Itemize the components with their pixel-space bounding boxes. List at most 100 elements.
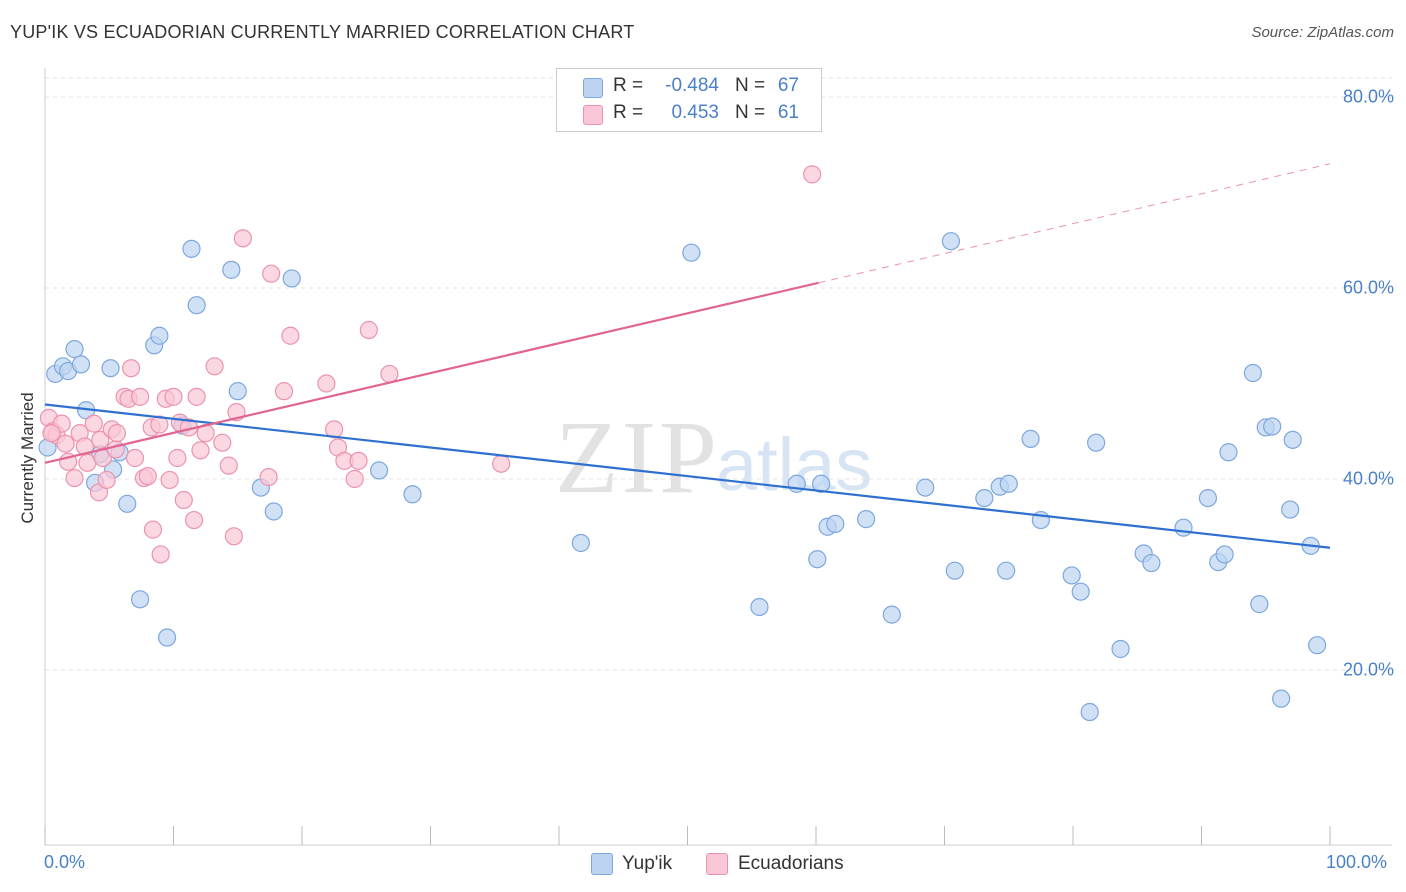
point-ecuadorians [492, 454, 511, 473]
y-tick-label: 80.0% [1342, 86, 1394, 107]
trendline-yupik [44, 403, 1331, 549]
point-yupik [65, 340, 84, 359]
point-ecuadorians [91, 430, 110, 449]
point-ecuadorians [130, 387, 150, 406]
point-ecuadorians [65, 468, 84, 488]
point-yupik [1021, 429, 1040, 448]
point-ecuadorians [803, 165, 822, 184]
point-ecuadorians [84, 414, 103, 433]
point-ecuadorians [259, 467, 278, 487]
point-ecuadorians [205, 357, 224, 376]
x-tick-label-min: 0.0% [44, 852, 86, 872]
point-ecuadorians [274, 382, 294, 401]
source-label: Source: ZipAtlas.com [1251, 24, 1394, 41]
point-yupik [945, 561, 964, 580]
point-yupik [571, 533, 590, 553]
point-yupik [1250, 595, 1269, 614]
point-yupik [187, 296, 206, 315]
point-yupik [826, 514, 845, 533]
point-ecuadorians [187, 387, 206, 406]
legend-row-ecuadorians: R = 0.453 N = 61 [557, 102, 821, 126]
point-yupik [1283, 430, 1302, 449]
point-ecuadorians [349, 451, 368, 470]
legend-n-label: N = [735, 102, 766, 123]
points-layer [38, 165, 1327, 722]
axes [44, 68, 1392, 846]
point-yupik [1308, 636, 1327, 655]
point-yupik [1080, 702, 1099, 722]
point-yupik [228, 382, 247, 401]
trend-layer [44, 163, 1331, 549]
point-ecuadorians [42, 424, 61, 443]
point-yupik [997, 561, 1016, 580]
legend-n-label: N = [735, 75, 766, 96]
point-yupik [941, 232, 961, 251]
chart-title: YUP'IK VS ECUADORIAN CURRENTLY MARRIED C… [10, 22, 635, 42]
point-yupik [370, 461, 389, 480]
point-yupik [857, 510, 876, 529]
point-ecuadorians [281, 326, 300, 345]
legend-n-value: 61 [777, 102, 799, 123]
trendline-ecuadorians [44, 281, 819, 464]
point-yupik [1243, 363, 1263, 383]
point-ecuadorians [345, 469, 364, 489]
point-yupik [1062, 566, 1081, 585]
legend-r-label: R = [613, 102, 644, 123]
point-ecuadorians [125, 448, 145, 468]
point-yupik [150, 326, 169, 345]
point-yupik [264, 502, 283, 521]
point-yupik [101, 359, 120, 378]
point-ecuadorians [191, 441, 210, 460]
point-ecuadorians [317, 374, 336, 393]
point-yupik [808, 550, 827, 569]
point-yupik [1071, 582, 1090, 601]
point-ecuadorians [151, 545, 170, 564]
point-ecuadorians [213, 433, 232, 452]
point-ecuadorians [224, 527, 243, 546]
point-yupik [118, 494, 137, 513]
point-ecuadorians [56, 434, 75, 453]
point-yupik [282, 269, 301, 288]
point-ecuadorians [121, 359, 141, 378]
point-ecuadorians [164, 387, 183, 406]
series-legend: Yup'ik Ecuadorians [0, 853, 1406, 877]
point-yupik [71, 355, 91, 374]
legend-label-yupik: Yup'ik [622, 853, 673, 874]
point-yupik [1142, 553, 1161, 573]
point-yupik [916, 478, 935, 497]
point-ecuadorians [143, 520, 163, 539]
point-yupik [812, 474, 831, 493]
point-yupik [682, 243, 701, 262]
legend-swatch-yupik [591, 853, 613, 875]
point-yupik [182, 239, 201, 258]
point-ecuadorians [168, 448, 187, 468]
point-yupik [1281, 500, 1300, 519]
point-yupik [1219, 443, 1238, 462]
point-yupik [999, 474, 1018, 493]
correlation-legend: R = -0.484 N = 67 R = 0.453 N = 61 [556, 68, 822, 132]
legend-n-value: 67 [777, 75, 799, 96]
legend-label-ecuadorians: Ecuadorians [738, 853, 844, 874]
point-ecuadorians [262, 264, 281, 283]
x-tick-label-max: 100.0% [1326, 852, 1388, 872]
point-ecuadorians [107, 424, 127, 443]
point-yupik [1272, 689, 1291, 708]
point-ecuadorians [174, 490, 193, 510]
point-ecuadorians [78, 453, 97, 472]
point-ecuadorians [150, 415, 169, 434]
point-yupik [750, 597, 769, 617]
legend-r-label: R = [613, 75, 644, 96]
point-ecuadorians [184, 510, 204, 530]
legend-swatch-ecuadorians [706, 853, 728, 875]
point-ecuadorians [160, 470, 179, 490]
legend-swatch-yupik [583, 78, 603, 98]
point-ecuadorians [359, 320, 378, 340]
point-yupik [157, 628, 177, 647]
point-ecuadorians [219, 456, 238, 475]
y-tick-label: 20.0% [1342, 659, 1394, 680]
legend-r-value: -0.484 [665, 75, 719, 96]
point-yupik [882, 605, 901, 624]
point-yupik [222, 260, 241, 279]
point-yupik [1198, 489, 1218, 508]
gridlines [45, 77, 1392, 671]
